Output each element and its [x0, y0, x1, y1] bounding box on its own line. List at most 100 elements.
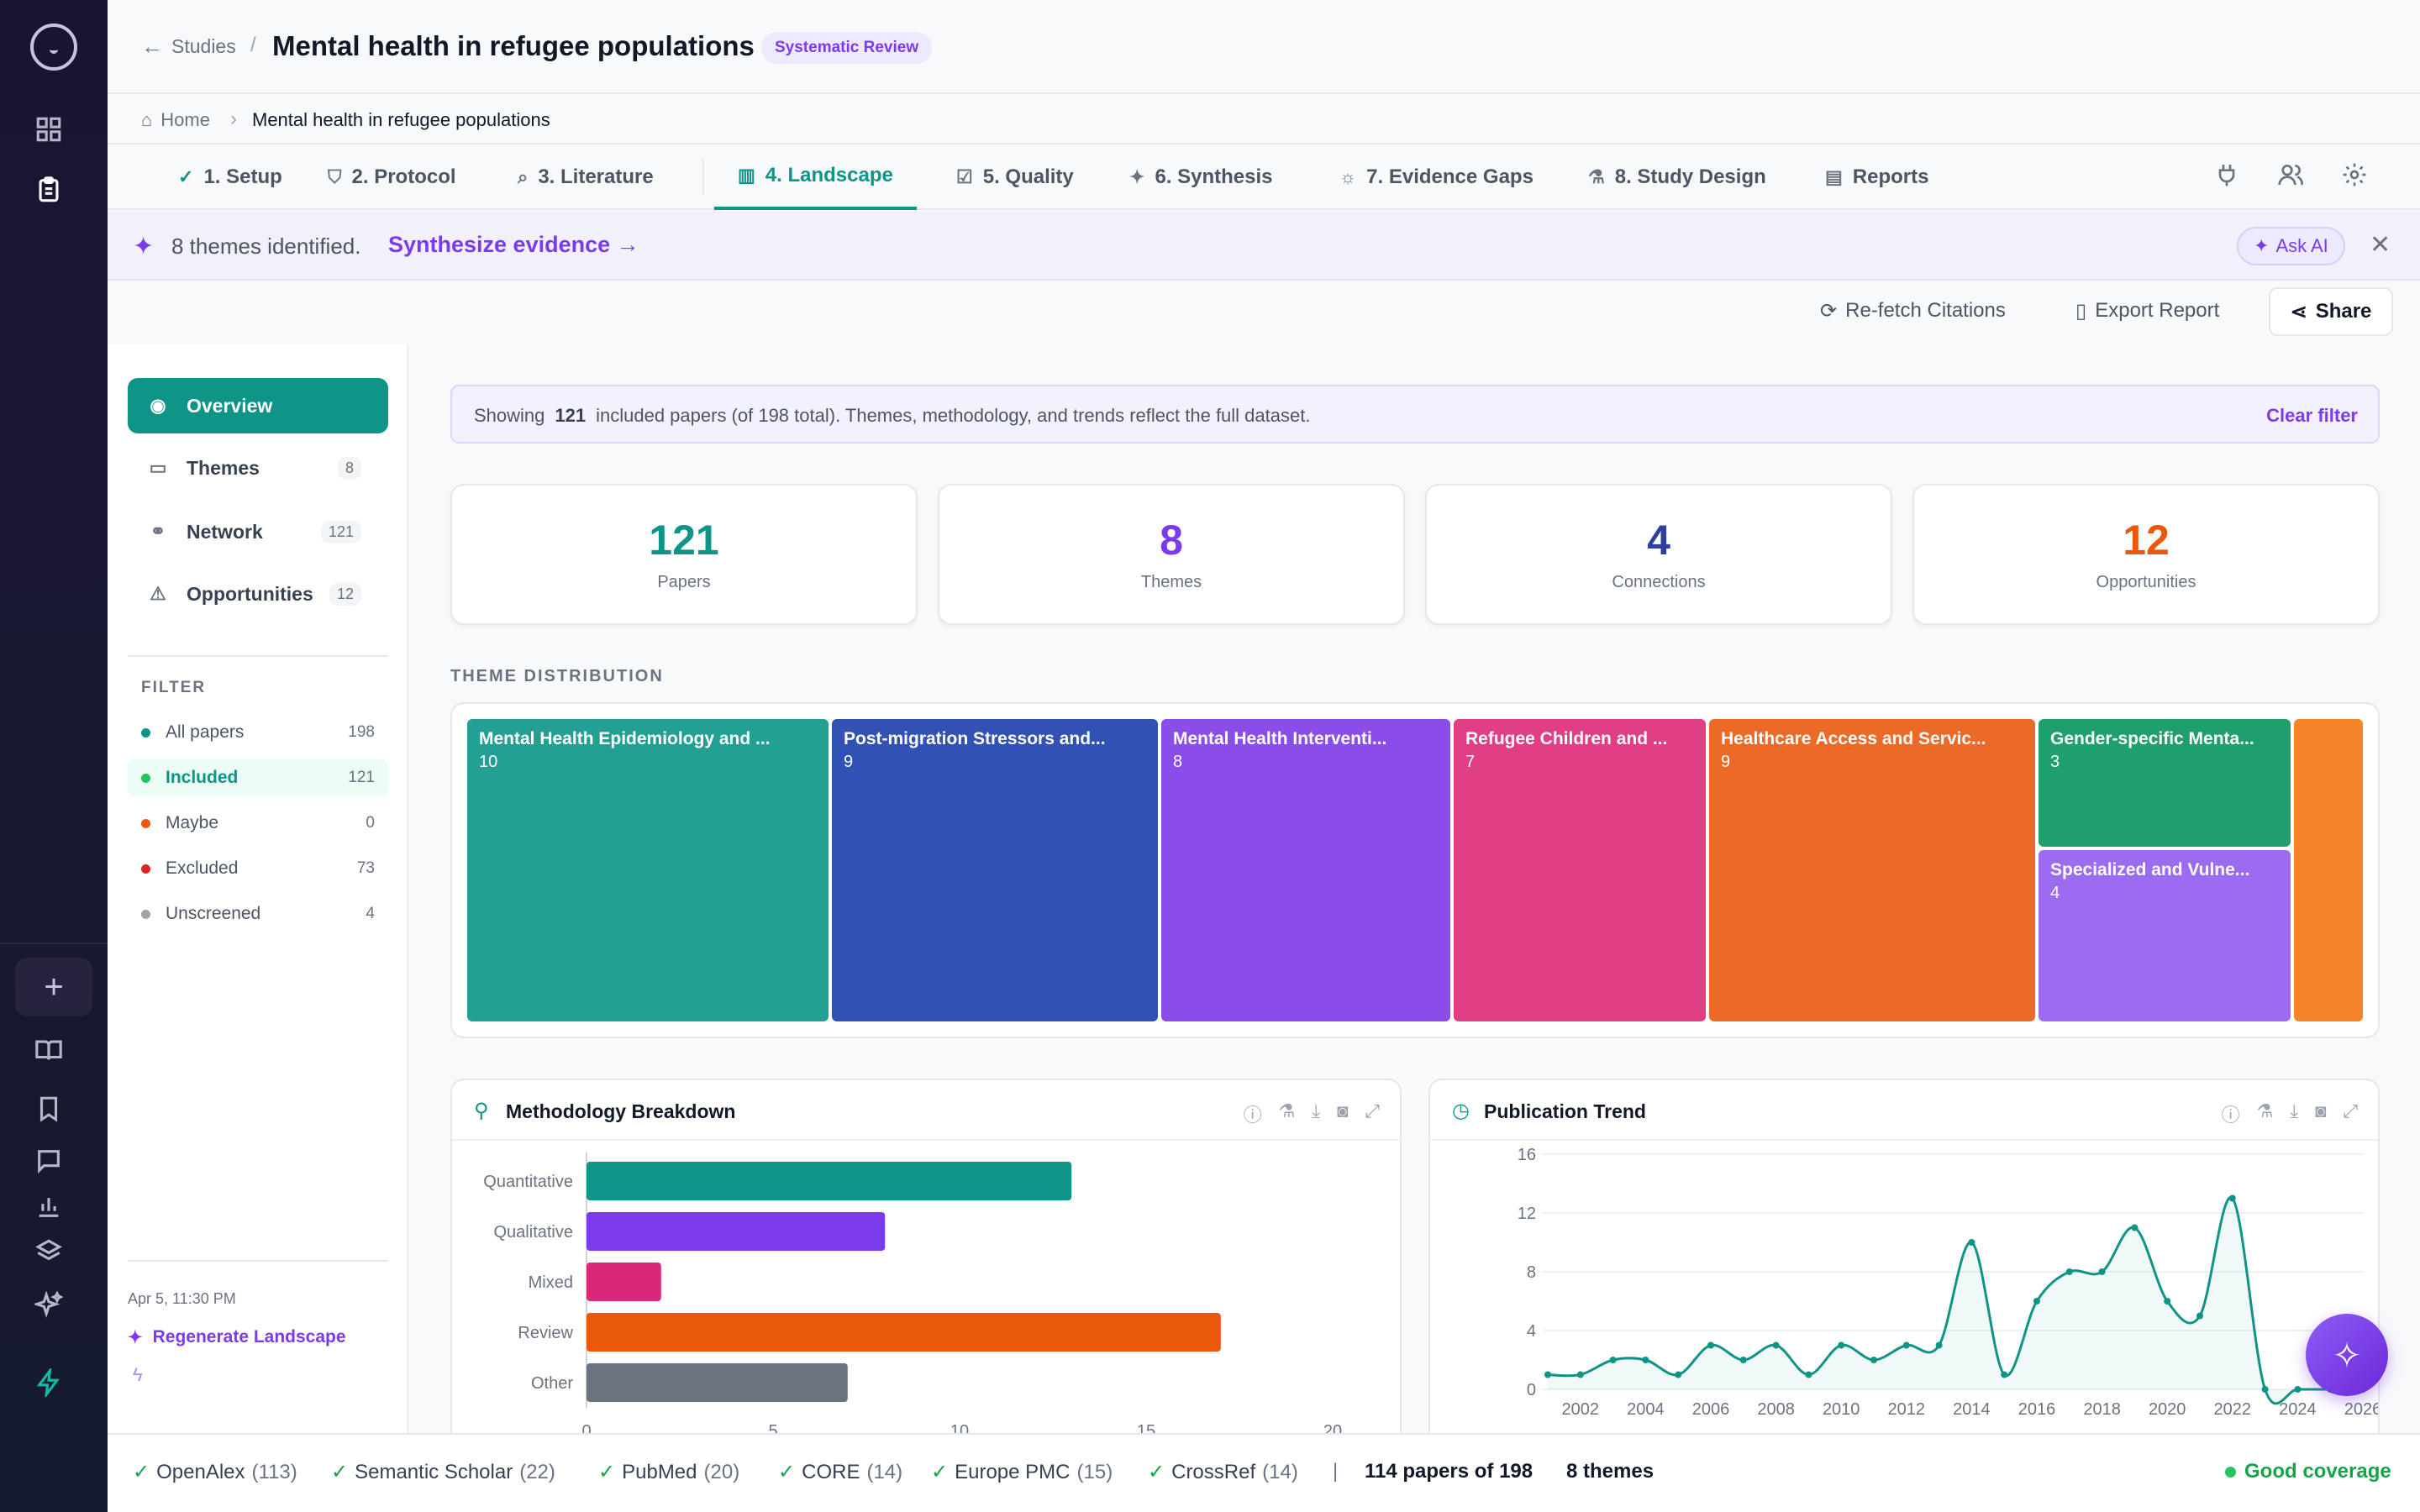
methodology-card: ⚲ Methodology Breakdown ⓘ ⚗ ⤓ ◙ ⤢ Quanti…: [450, 1079, 1402, 1465]
stat-card-opportunities[interactable]: 12 Opportunities: [1912, 484, 2380, 625]
map-icon: ▥: [738, 165, 755, 186]
theme-tile[interactable]: Refugee Children and ... 7: [1454, 719, 1706, 1021]
check-square-icon: ☑: [956, 166, 973, 187]
refetch-citations-button[interactable]: ⟳ Re-fetch Citations: [1820, 299, 2006, 323]
tab-setup[interactable]: ✓ 1. Setup: [178, 165, 282, 188]
tab-evidence-gaps[interactable]: ☼ 7. Evidence Gaps: [1339, 165, 1534, 188]
sparkles-icon: ✦: [1129, 166, 1145, 187]
book-icon: ▭: [149, 457, 167, 478]
users-icon[interactable]: [2277, 161, 2307, 192]
tab-literature[interactable]: ⌕ 3. Literature: [518, 165, 654, 188]
theme-tile[interactable]: Mental Health Interventi... 8: [1161, 719, 1450, 1021]
download-icon[interactable]: ⤓: [1312, 1100, 1321, 1121]
tab-study-design[interactable]: ⚗ 8. Study Design: [1588, 165, 1766, 188]
tab-protocol[interactable]: ⛉ 2. Protocol: [328, 165, 456, 188]
expand-icon[interactable]: ⤢: [1365, 1100, 1380, 1121]
clipboard-icon[interactable]: [32, 173, 66, 207]
trend-point: [1707, 1341, 1714, 1349]
tab-landscape[interactable]: ▥ 4. Landscape: [714, 144, 917, 210]
theme-tile[interactable]: Gender-specific Menta... 3: [2039, 719, 2291, 847]
layers-icon[interactable]: [32, 1235, 66, 1268]
sparkles-icon[interactable]: [32, 1289, 66, 1322]
camera-icon[interactable]: ◙: [1337, 1100, 1349, 1121]
breadcrumb-home[interactable]: ⌂ Home: [141, 109, 210, 130]
clear-filter-link[interactable]: Clear filter: [2266, 405, 2358, 426]
bar-chart-icon[interactable]: [32, 1189, 66, 1223]
camera-icon[interactable]: ◙: [2315, 1100, 2327, 1121]
stat-label: Opportunities: [2096, 573, 2196, 591]
trend-point: [2131, 1224, 2139, 1231]
category-label: Qualitative: [494, 1223, 574, 1242]
theme-tile[interactable]: [2294, 719, 2363, 1021]
app-logo[interactable]: [30, 24, 77, 71]
filter-maybe[interactable]: Maybe 0: [128, 805, 388, 842]
tab-quality[interactable]: ☑ 5. Quality: [956, 165, 1074, 188]
category-label: Other: [531, 1374, 573, 1393]
regenerate-landscape-button[interactable]: ✦ Regenerate Landscape: [128, 1327, 346, 1347]
bolt-icon[interactable]: [32, 1366, 66, 1399]
bar-quantitative: [587, 1162, 1072, 1200]
bookmark-icon[interactable]: [32, 1092, 66, 1126]
trend-point: [1739, 1357, 1747, 1363]
stat-card-papers[interactable]: 121 Papers: [450, 484, 918, 625]
stat-card-connections[interactable]: 4 Connections: [1425, 484, 1892, 625]
plug-icon[interactable]: [2213, 161, 2244, 192]
publication-trend-card: ◷ Publication Trend ⓘ ⚗ ⤓ ◙ ⤢ 0 4 8 12 16 200…: [1428, 1079, 2380, 1465]
export-report-button[interactable]: ▯ Export Report: [2075, 299, 2220, 323]
microscope-icon: ⚲: [474, 1100, 489, 1122]
filter-all-papers[interactable]: All papers 198: [128, 714, 388, 751]
filter-excluded[interactable]: Excluded 73: [128, 850, 388, 887]
theme-tile[interactable]: Specialized and Vulne... 4: [2039, 850, 2291, 1021]
info-icon[interactable]: ⓘ: [1243, 1105, 1262, 1126]
x-tick-label: 2024: [2279, 1400, 2317, 1419]
stat-card-themes[interactable]: 8 Themes: [938, 484, 1405, 625]
sidebar-item-overview[interactable]: ◉ Overview: [128, 378, 388, 433]
shield-icon: ⛉: [328, 166, 342, 187]
filter-unscreened[interactable]: Unscreened 4: [128, 895, 388, 932]
book-icon[interactable]: [32, 1033, 66, 1067]
tab-reports[interactable]: ▤ Reports: [1825, 165, 1929, 188]
workflow-tabs: ✓ 1. Setup ⛉ 2. Protocol ⌕ 3. Literature ▥ 4…: [108, 144, 2420, 210]
sidebar-item-network[interactable]: ⚭ Network 121: [128, 504, 388, 559]
theme-tile[interactable]: Healthcare Access and Servic... 9: [1709, 719, 2035, 1021]
publication-line-chart: 0 4 8 12 16 2002 2004 2006 2008 2010 2012 2014 2016 2…: [1518, 1146, 2378, 1419]
clock-icon: ◷: [1452, 1100, 1470, 1122]
back-to-studies-link[interactable]: ← Studies: [141, 34, 236, 59]
flask-icon[interactable]: ⚗: [2256, 1100, 2274, 1121]
x-tick-label: 2018: [2083, 1400, 2121, 1419]
source-pubmed: ✓ PubMed (20): [598, 1460, 740, 1484]
trend-point: [1675, 1371, 1682, 1378]
expand-icon[interactable]: ⤢: [2343, 1100, 2358, 1121]
stat-value: 8: [1160, 517, 1183, 564]
synthesize-evidence-link[interactable]: Synthesize evidence →: [388, 232, 639, 257]
y-tick-label: 4: [1527, 1322, 1536, 1341]
filter-included[interactable]: Included 121: [128, 759, 388, 796]
trend-point: [2228, 1194, 2236, 1202]
new-study-button[interactable]: +: [15, 958, 92, 1016]
chevron-right-icon: ›: [230, 108, 237, 130]
gear-icon[interactable]: [2341, 161, 2371, 192]
ask-ai-button[interactable]: ✦ Ask AI: [2237, 227, 2345, 265]
x-tick-label: 2012: [1888, 1400, 1926, 1419]
share-button[interactable]: ⋖ Share: [2269, 287, 2393, 336]
ai-assistant-button[interactable]: ✧: [2306, 1314, 2388, 1396]
theme-tile[interactable]: Mental Health Epidemiology and ... 10: [467, 719, 829, 1021]
theme-tile[interactable]: Post-migration Stressors and... 9: [832, 719, 1158, 1021]
trend-point: [2261, 1386, 2269, 1393]
status-dot: [141, 818, 150, 828]
status-dot: [141, 864, 150, 874]
info-icon[interactable]: ⓘ: [2221, 1105, 2240, 1126]
chat-icon[interactable]: [32, 1144, 66, 1178]
dashboard-icon[interactable]: [32, 113, 66, 146]
sidebar-item-opportunities[interactable]: ⚠ Opportunities 12: [128, 566, 388, 622]
trend-point: [1642, 1357, 1649, 1363]
ai-banner: ✦ 8 themes identified. Synthesize eviden…: [108, 212, 2420, 281]
page-header: ← Studies / Mental health in refugee popu…: [108, 0, 2420, 94]
trend-point: [2001, 1371, 2008, 1378]
stat-value: 12: [2123, 517, 2170, 564]
sidebar-item-themes[interactable]: ▭ Themes 8: [128, 440, 388, 496]
tab-synthesis[interactable]: ✦ 6. Synthesis: [1129, 165, 1273, 188]
download-icon[interactable]: ⤓: [2290, 1100, 2299, 1121]
close-icon[interactable]: ✕: [2370, 231, 2391, 259]
flask-icon[interactable]: ⚗: [1278, 1100, 1296, 1121]
